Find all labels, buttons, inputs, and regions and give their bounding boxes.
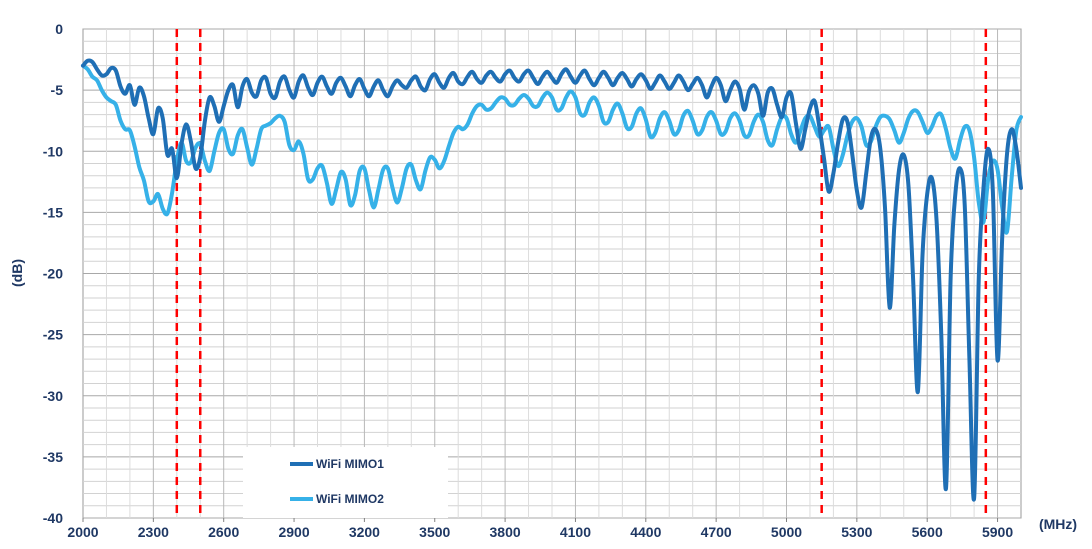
- y-axis-ticks: 0 -5 -10 -15 -20 -25 -30 -35 -40: [43, 21, 63, 526]
- frequency-band-markers: [175, 29, 988, 518]
- y-tick-label: -25: [43, 327, 63, 343]
- x-tick-label: 2600: [208, 524, 239, 540]
- legend-label-mimo1: WiFi MIMO1: [316, 457, 384, 471]
- legend-label-mimo2: WiFi MIMO2: [316, 492, 384, 506]
- y-tick-label: -30: [43, 388, 63, 404]
- x-axis-ticks: 2000 2300 2600 2900 3200 3500 3800 4100 4400 4700…: [67, 518, 1013, 540]
- y-tick-label: -35: [43, 449, 63, 465]
- legend-box: [243, 447, 448, 518]
- x-tick-label: 2000: [67, 524, 98, 540]
- x-tick-label: 5900: [982, 524, 1013, 540]
- x-axis-label: (MHz): [1039, 516, 1077, 532]
- y-tick-label: -5: [51, 82, 64, 98]
- x-tick-label: 5600: [912, 524, 943, 540]
- x-tick-label: 5300: [841, 524, 872, 540]
- x-tick-label: 4100: [560, 524, 591, 540]
- y-tick-label: 0: [55, 21, 63, 37]
- y-tick-label: -40: [43, 510, 63, 526]
- y-tick-label: -10: [43, 143, 63, 159]
- x-tick-label: 4700: [701, 524, 732, 540]
- series-line-wifi-mimo2: [81, 63, 1023, 235]
- x-tick-label: 3800: [490, 524, 521, 540]
- x-tick-label: 2900: [278, 524, 309, 540]
- x-tick-label: 4400: [630, 524, 661, 540]
- y-axis-label: (dB): [9, 259, 25, 287]
- legend: WiFi MIMO1 WiFi MIMO2: [243, 447, 448, 518]
- y-tick-label: -15: [43, 204, 63, 220]
- series-lines: [81, 58, 1023, 502]
- x-tick-label: 3500: [419, 524, 450, 540]
- x-tick-label: 5000: [771, 524, 802, 540]
- y-tick-label: -20: [43, 266, 63, 282]
- x-tick-label: 3200: [349, 524, 380, 540]
- x-tick-label: 2300: [138, 524, 169, 540]
- series-line-wifi-mimo1: [81, 58, 1023, 502]
